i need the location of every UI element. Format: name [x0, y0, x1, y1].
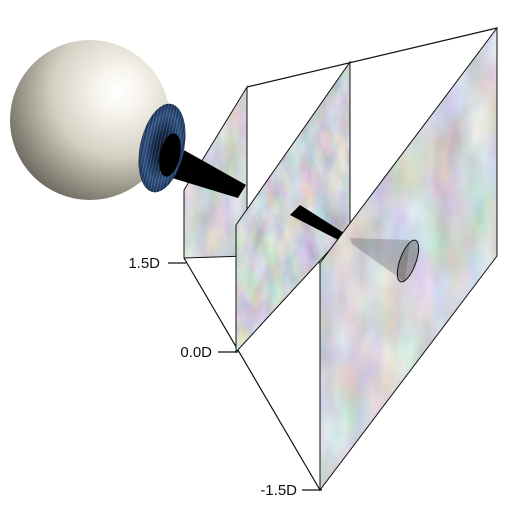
- depth-ticks: [168, 262, 322, 491]
- eyeball: [10, 40, 186, 200]
- ray-cone-segment: [172, 145, 246, 198]
- ray-cone-diverging: [350, 238, 420, 283]
- depth-label-middle: 0.0D: [180, 344, 212, 361]
- depth-label-near: 1.5D: [128, 255, 160, 272]
- iris: [138, 103, 186, 193]
- ray-cone-converging: [290, 205, 352, 244]
- depth-label-far: -1.5D: [260, 482, 297, 499]
